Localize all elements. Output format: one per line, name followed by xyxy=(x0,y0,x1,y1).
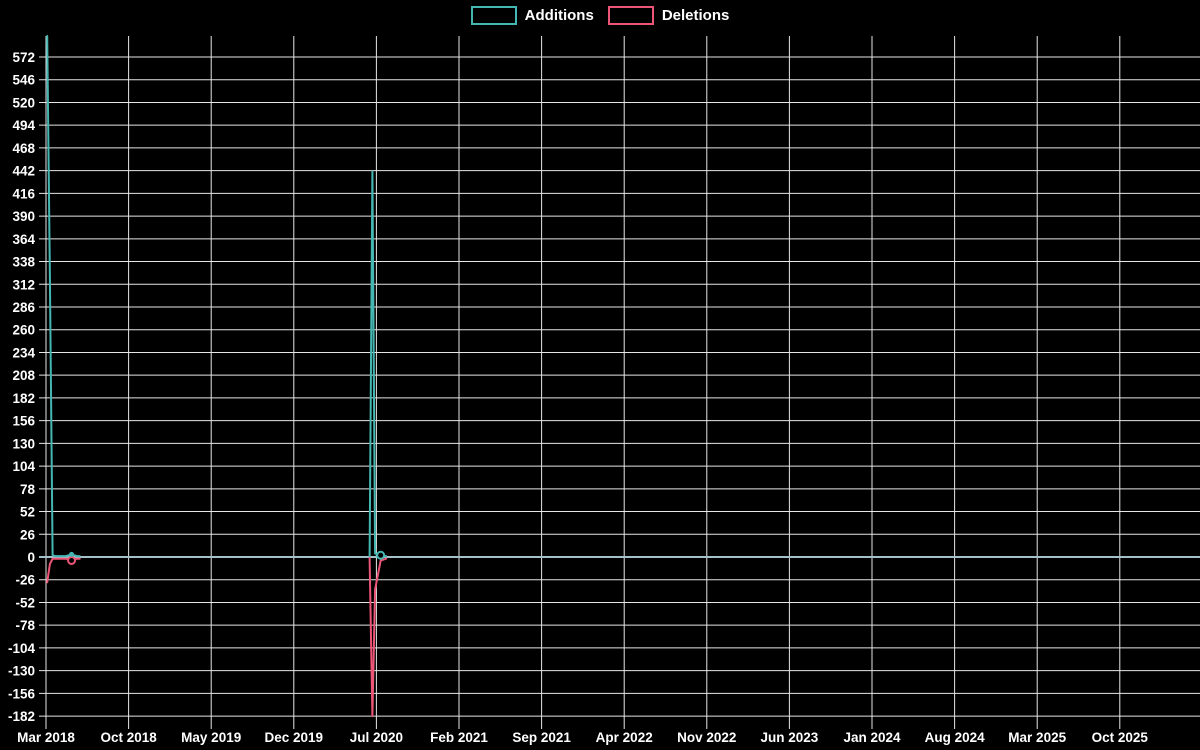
chart-legend: Additions Deletions xyxy=(0,6,1200,25)
axis-tick-label: 364 xyxy=(12,232,35,247)
axis-tick-label: May 2019 xyxy=(181,730,241,745)
axis-tick-label: Mar 2018 xyxy=(17,730,75,745)
axis-tick-label: 156 xyxy=(12,414,35,429)
axis-tick-label: Oct 2018 xyxy=(100,730,157,745)
axis-tick-label: 494 xyxy=(12,118,35,133)
axis-tick-label: -156 xyxy=(8,686,36,701)
legend-item-deletions[interactable]: Deletions xyxy=(607,6,730,25)
axis-tick-label: 390 xyxy=(12,209,35,224)
data-point-marker[interactable] xyxy=(67,555,77,565)
axis-tick-label: Oct 2025 xyxy=(1092,730,1149,745)
axis-tick-label: Dec 2019 xyxy=(265,730,324,745)
legend-label-deletions: Deletions xyxy=(661,7,730,24)
axis-tick-label: Sep 2021 xyxy=(512,730,571,745)
axis-tick-label: Mar 2025 xyxy=(1008,730,1066,745)
deletions-swatch xyxy=(607,6,654,25)
axis-tick-label: -52 xyxy=(15,595,35,610)
axis-tick-label: 182 xyxy=(12,391,35,406)
axis-tick-label: 468 xyxy=(12,141,35,156)
axis-tick-label: 572 xyxy=(12,50,35,65)
axis-tick-label: 338 xyxy=(12,255,35,270)
axis-tick-label: Jan 2024 xyxy=(843,730,901,745)
axis-tick-label: Jul 2020 xyxy=(350,730,403,745)
axis-tick-label: 260 xyxy=(12,323,35,338)
axis-tick-label: -130 xyxy=(8,664,35,679)
axis-tick-label: -78 xyxy=(15,618,35,633)
axis-tick-label: 286 xyxy=(12,300,35,315)
axis-tick-label: Jun 2023 xyxy=(761,730,819,745)
legend-item-additions[interactable]: Additions xyxy=(470,6,594,25)
axis-tick-label: 442 xyxy=(12,164,35,179)
axis-tick-label: -182 xyxy=(8,709,35,724)
axis-tick-label: Apr 2022 xyxy=(596,730,653,745)
additions-swatch xyxy=(470,6,517,25)
axis-tick-label: 78 xyxy=(20,482,36,497)
data-point-marker[interactable] xyxy=(69,551,75,557)
axis-tick-label: 130 xyxy=(12,436,35,451)
axis-tick-label: 104 xyxy=(12,459,35,474)
axis-tick-label: 26 xyxy=(20,527,36,542)
series-line-additions xyxy=(46,35,81,558)
axis-tick-label: Aug 2024 xyxy=(925,730,986,745)
axis-tick-label: 208 xyxy=(12,368,35,383)
axis-tick-label: 546 xyxy=(12,73,35,88)
axis-tick-label: -26 xyxy=(15,573,35,588)
axis-tick-label: -104 xyxy=(8,641,36,656)
axis-tick-label: 52 xyxy=(20,505,35,520)
axis-tick-label: Feb 2021 xyxy=(430,730,488,745)
axis-tick-label: 312 xyxy=(12,277,35,292)
axis-tick-label: 520 xyxy=(12,95,35,110)
series-line-deletions xyxy=(368,556,388,718)
data-point-marker[interactable] xyxy=(376,550,386,560)
axis-tick-label: 416 xyxy=(12,186,35,201)
axis-tick-label: Nov 2022 xyxy=(677,730,736,745)
axis-tick-label: 234 xyxy=(12,345,35,360)
series-line-additions xyxy=(368,170,388,558)
axis-tick-label: 0 xyxy=(27,550,35,565)
legend-label-additions: Additions xyxy=(524,7,594,24)
